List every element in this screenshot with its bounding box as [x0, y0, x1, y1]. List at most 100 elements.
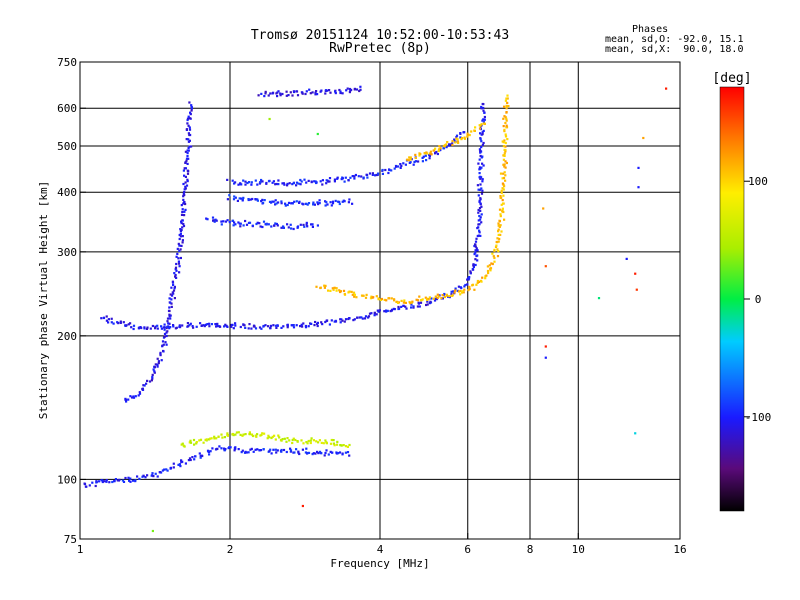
data-point	[182, 192, 185, 195]
data-point	[254, 434, 257, 437]
data-point	[496, 237, 499, 240]
data-point	[174, 275, 177, 278]
data-point	[397, 165, 400, 168]
data-point	[310, 437, 313, 440]
data-point	[341, 177, 344, 180]
data-point	[370, 312, 373, 315]
data-point	[127, 323, 130, 326]
data-point	[280, 439, 283, 442]
data-point	[307, 439, 310, 443]
data-point	[502, 163, 505, 166]
data-point	[172, 466, 175, 469]
data-point	[176, 247, 179, 250]
data-point	[274, 222, 277, 225]
data-point	[437, 149, 440, 152]
data-point	[275, 326, 278, 329]
data-point	[240, 451, 243, 454]
data-point	[329, 442, 333, 445]
data-point	[438, 145, 441, 148]
data-point	[210, 437, 213, 440]
data-point	[128, 479, 131, 482]
data-point	[486, 265, 489, 268]
data-point	[481, 276, 484, 279]
data-point	[355, 88, 359, 91]
data-point	[142, 384, 145, 387]
data-point	[288, 182, 291, 185]
data-point	[335, 443, 339, 446]
data-point	[187, 138, 190, 141]
data-point	[387, 171, 390, 175]
data-point	[178, 249, 181, 252]
data-point	[274, 324, 278, 327]
data-point	[348, 290, 351, 293]
data-point	[445, 294, 448, 297]
data-point	[502, 176, 506, 180]
data-point	[293, 451, 296, 454]
data-point	[503, 154, 506, 157]
data-point	[226, 198, 229, 201]
data-point	[325, 182, 328, 185]
data-point	[313, 203, 316, 206]
data-point	[261, 432, 264, 435]
data-point	[282, 182, 285, 185]
data-point	[460, 138, 463, 141]
data-point	[275, 182, 278, 186]
data-point	[502, 154, 505, 157]
data-point	[168, 306, 171, 309]
data-point	[416, 305, 419, 308]
data-point	[216, 322, 219, 325]
data-point	[185, 128, 188, 131]
data-point	[483, 118, 486, 121]
data-point	[168, 297, 171, 300]
data-point	[269, 326, 272, 330]
data-point	[497, 224, 500, 227]
data-point	[311, 453, 314, 456]
data-point	[215, 437, 218, 440]
data-point	[209, 437, 212, 440]
data-point	[414, 156, 417, 159]
data-point	[356, 316, 359, 319]
data-point	[502, 202, 505, 205]
data-point	[506, 97, 509, 100]
stats-o-mode: mean, sd,O: -92.0, 15.1	[605, 34, 744, 45]
data-point	[368, 172, 372, 175]
x-tick-label: 8	[527, 543, 534, 556]
data-point	[481, 189, 484, 192]
data-point	[391, 308, 394, 311]
data-point	[282, 226, 285, 229]
data-point	[475, 283, 478, 286]
data-point	[204, 438, 207, 441]
data-point	[267, 180, 271, 183]
data-point	[432, 149, 435, 152]
data-point	[153, 370, 156, 373]
data-point	[183, 214, 186, 217]
data-point	[224, 448, 227, 451]
data-point	[124, 398, 128, 401]
data-point	[282, 225, 285, 228]
data-point	[444, 143, 448, 146]
data-point	[362, 294, 365, 297]
isolated-point	[634, 432, 637, 435]
data-point	[186, 178, 189, 181]
data-point	[456, 140, 459, 143]
data-point	[231, 323, 234, 326]
data-point	[129, 395, 132, 398]
data-point	[289, 447, 292, 450]
data-point	[491, 262, 494, 266]
data-point	[496, 248, 499, 251]
data-point	[295, 448, 298, 451]
data-point	[188, 139, 191, 142]
data-point	[279, 92, 282, 95]
data-point	[178, 463, 181, 466]
data-point	[477, 194, 480, 197]
data-point	[148, 380, 152, 383]
data-point	[291, 438, 294, 442]
data-point	[160, 325, 163, 328]
data-point	[483, 115, 486, 119]
data-point	[247, 451, 250, 454]
data-point	[380, 297, 383, 301]
data-point	[242, 433, 245, 436]
data-point	[269, 448, 272, 451]
data-point	[317, 441, 320, 444]
data-point	[471, 284, 474, 287]
